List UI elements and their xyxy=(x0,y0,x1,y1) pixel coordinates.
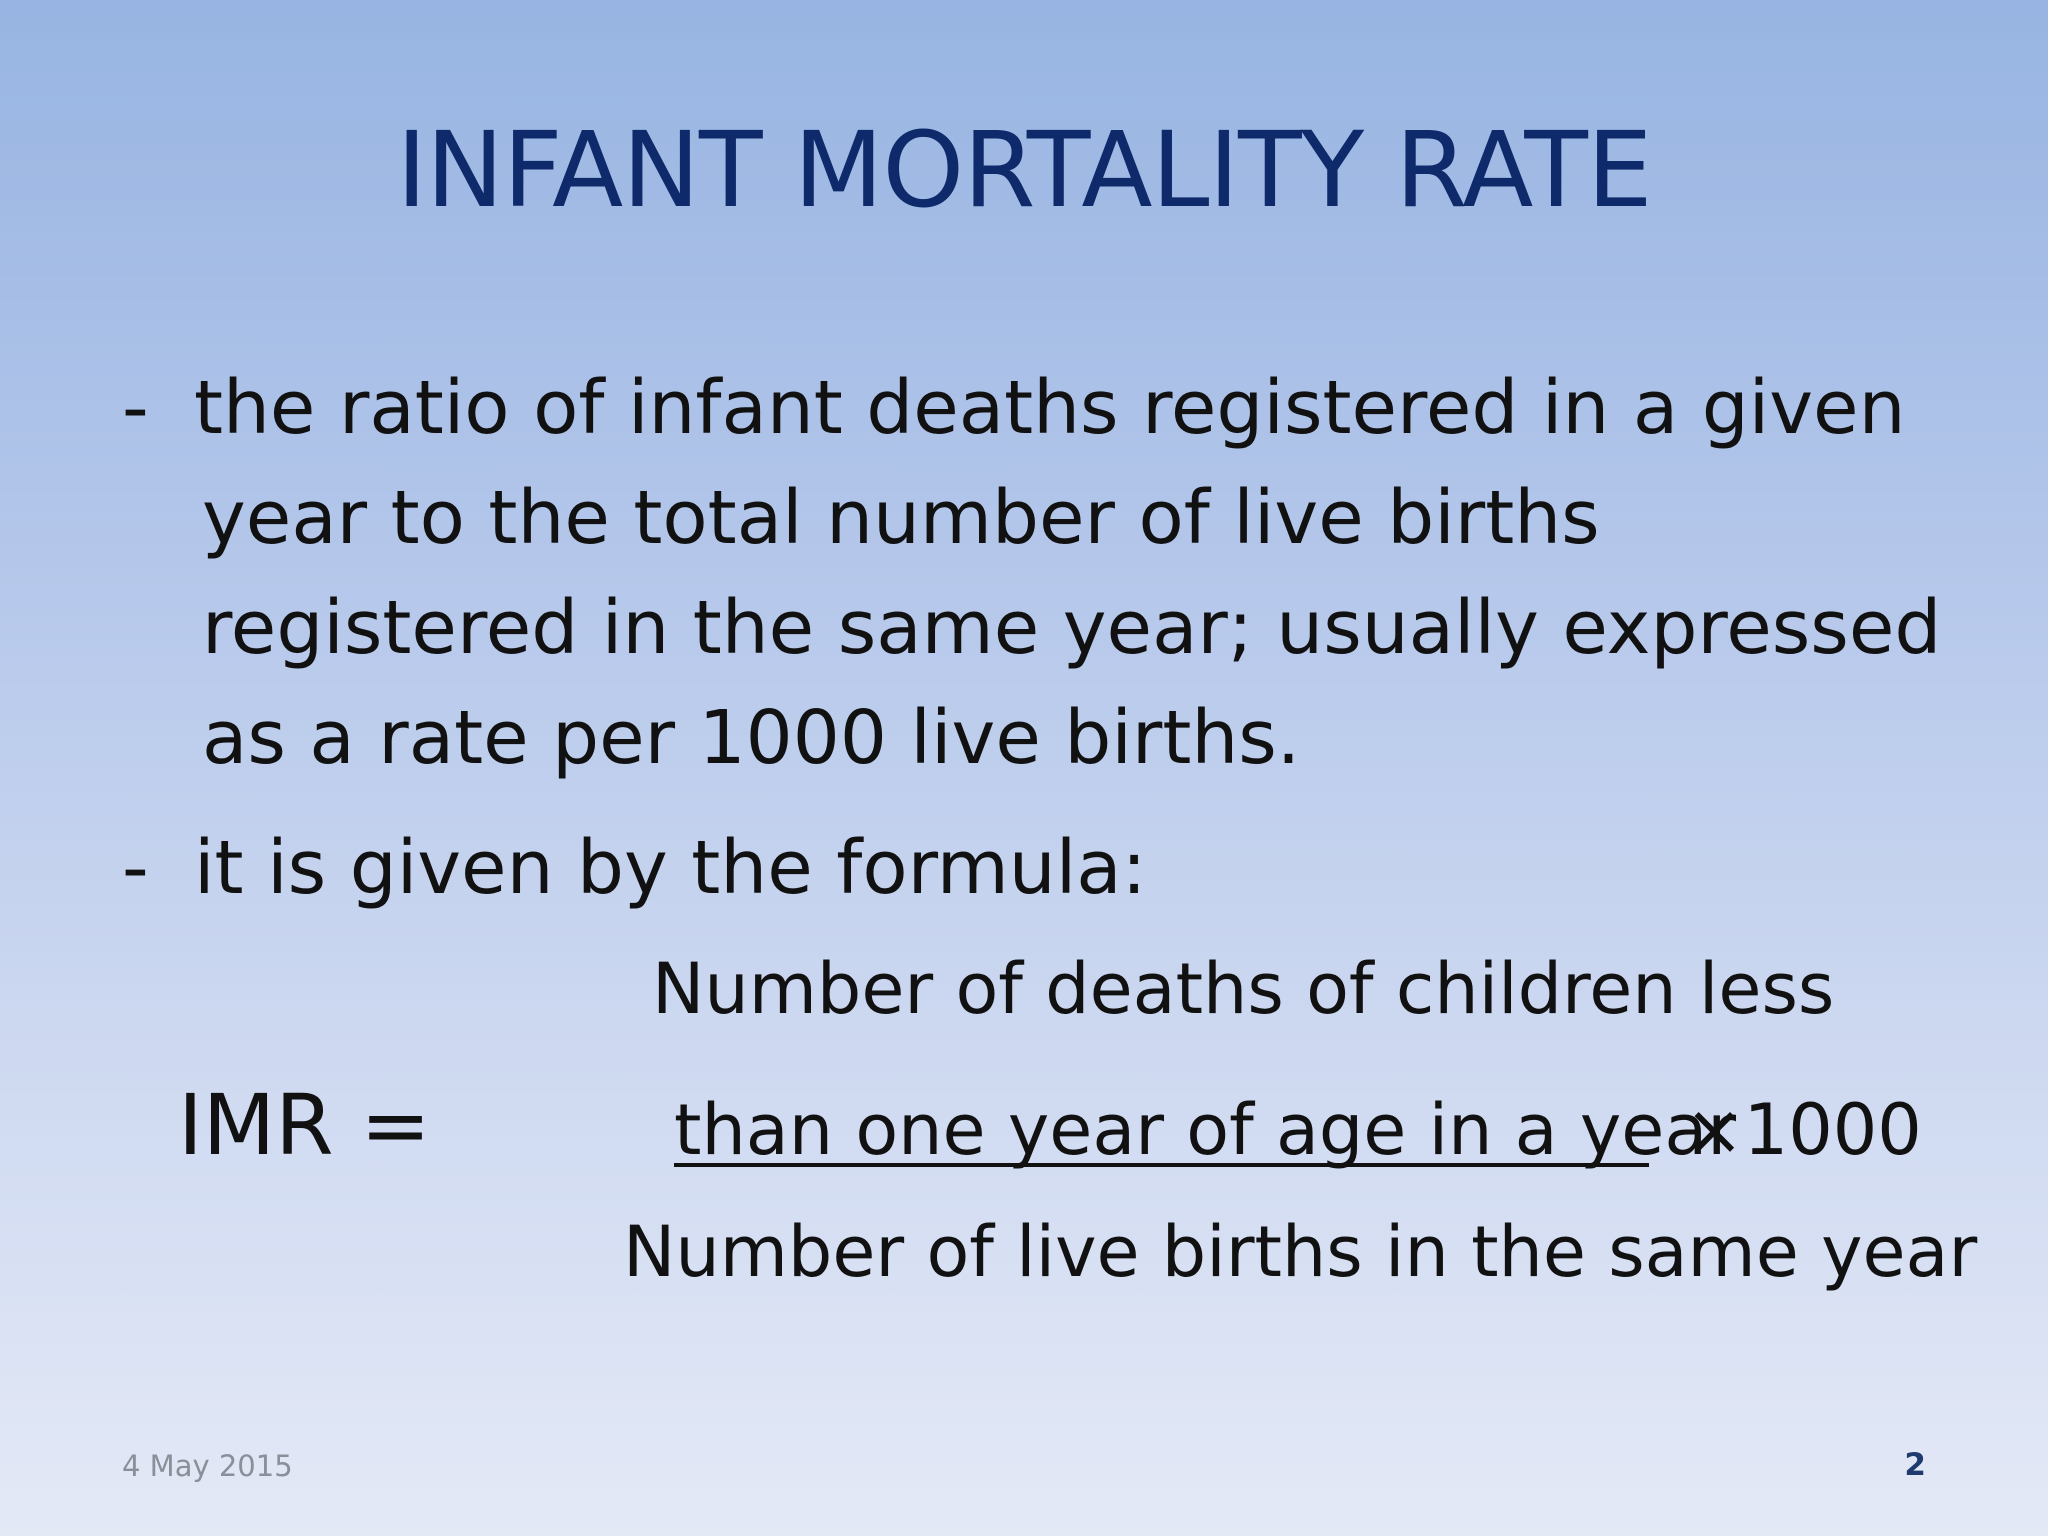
bullet-marker: - xyxy=(122,825,149,911)
formula-lhs: IMR = xyxy=(178,1076,431,1174)
bullet-line: the ratio of infant deaths registered in… xyxy=(194,365,1906,451)
formula-numerator-line2: than one year of age in a year xyxy=(674,1089,1736,1171)
bullet-line: it is given by the formula: xyxy=(194,825,1147,911)
formula-denominator: Number of live births in the same year xyxy=(623,1211,1978,1293)
bullet-marker: - xyxy=(122,365,149,451)
bullet-line: registered in the same year; usually exp… xyxy=(202,585,1942,671)
fraction-bar xyxy=(674,1163,1649,1167)
page-number: 2 xyxy=(1904,1447,1926,1483)
formula-numerator-line1: Number of deaths of children less xyxy=(652,948,1835,1030)
bullet-line: year to the total number of live births xyxy=(202,475,1600,561)
footer-date: 4 May 2015 xyxy=(122,1449,293,1483)
bullet-text: the ratio of infant deaths registered in… xyxy=(194,353,1941,793)
formula-multiplier: ×1000 xyxy=(1685,1089,1922,1171)
slide-title: INFANT MORTALITY RATE xyxy=(396,109,1652,231)
bullet-line: as a rate per 1000 live births. xyxy=(202,695,1301,781)
bullet-text: it is given by the formula: xyxy=(194,813,1147,923)
